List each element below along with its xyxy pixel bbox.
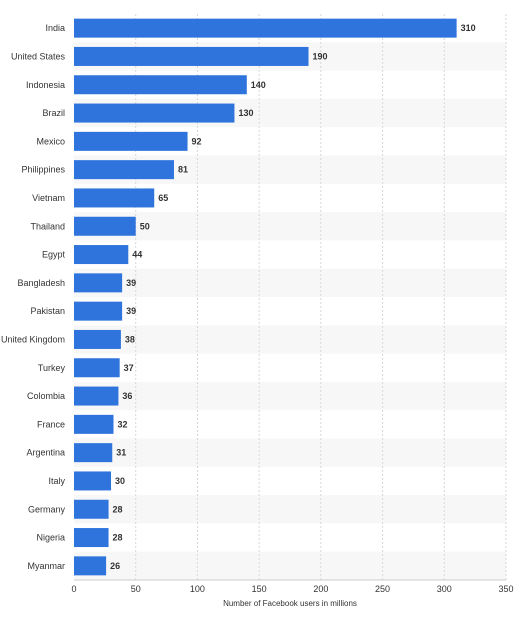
bar[interactable]	[74, 188, 155, 208]
bars	[74, 18, 457, 576]
value-label: 44	[132, 250, 142, 260]
x-tick-label: 0	[71, 584, 76, 594]
row-stripe	[74, 268, 506, 297]
x-tick-label: 100	[190, 584, 205, 594]
x-tick-label: 150	[252, 584, 267, 594]
bar[interactable]	[74, 443, 113, 463]
row-stripe	[74, 438, 506, 467]
category-label: France	[37, 419, 65, 429]
bar[interactable]	[74, 329, 121, 349]
category-label: Philippines	[21, 165, 65, 175]
value-label: 130	[238, 108, 253, 118]
value-label: 30	[115, 476, 125, 486]
bar[interactable]	[74, 46, 309, 66]
value-label: 39	[126, 306, 136, 316]
category-label: Argentina	[26, 448, 65, 458]
value-label: 28	[113, 504, 123, 514]
row-stripe	[74, 325, 506, 354]
row-stripes	[74, 42, 506, 580]
bar[interactable]	[74, 301, 123, 321]
category-label: Nigeria	[36, 533, 65, 543]
grid-lines	[74, 14, 507, 581]
category-label: Bangladesh	[17, 278, 65, 288]
bar[interactable]	[74, 18, 457, 38]
value-label: 140	[251, 80, 266, 90]
bar[interactable]	[74, 499, 109, 519]
x-tick-label: 250	[375, 584, 390, 594]
category-label: Turkey	[38, 363, 66, 373]
row-stripe	[74, 212, 506, 241]
value-label: 190	[313, 51, 328, 61]
category-label: Vietnam	[32, 193, 65, 203]
category-label: Thailand	[30, 221, 65, 231]
x-tick-labels: 0 50 100 150 200 250 300 350	[71, 584, 513, 594]
x-axis-title: Number of Facebook users in millions	[223, 599, 357, 608]
category-label: Indonesia	[26, 80, 65, 90]
category-label: Pakistan	[30, 306, 65, 316]
value-label: 26	[110, 561, 120, 571]
bar[interactable]	[74, 245, 129, 265]
category-label: Brazil	[42, 108, 65, 118]
x-tick-label: 200	[313, 584, 328, 594]
bar[interactable]	[74, 160, 174, 180]
row-stripe	[74, 381, 506, 411]
value-label: 92	[192, 136, 202, 146]
bar[interactable]	[74, 131, 188, 151]
value-label: 31	[116, 448, 126, 458]
value-label: 81	[178, 165, 188, 175]
category-label: Italy	[48, 476, 65, 486]
category-label: Colombia	[27, 391, 65, 401]
bar[interactable]	[74, 414, 114, 434]
bar[interactable]	[74, 528, 109, 548]
value-labels: 310 190 140 130 92 81 65 50 44 39 39 38 37 36 32 31 30 28…	[110, 23, 476, 571]
bar[interactable]	[74, 103, 235, 123]
value-label: 39	[126, 278, 136, 288]
bar[interactable]	[74, 273, 123, 293]
bar[interactable]	[74, 75, 247, 95]
bar[interactable]	[74, 556, 107, 576]
category-label: United Kingdom	[1, 334, 65, 344]
bar[interactable]	[74, 386, 119, 406]
category-labels: India United States Indonesia Brazil Mexico P…	[1, 23, 66, 571]
category-label: Egypt	[42, 250, 66, 260]
value-label: 310	[461, 23, 476, 33]
bar[interactable]	[74, 471, 112, 491]
bar[interactable]	[74, 216, 136, 236]
value-label: 50	[140, 221, 150, 231]
x-tick-label: 350	[498, 584, 513, 594]
x-tick-label: 300	[437, 584, 452, 594]
category-label: United States	[11, 51, 66, 61]
category-label: Germany	[28, 504, 66, 514]
value-label: 32	[117, 419, 127, 429]
x-tick-label: 50	[131, 584, 141, 594]
row-stripe	[74, 551, 506, 580]
category-label: Myanmar	[27, 561, 65, 571]
bar[interactable]	[74, 358, 120, 378]
value-label: 38	[125, 334, 135, 344]
value-label: 36	[122, 391, 132, 401]
category-label: India	[45, 23, 65, 33]
value-label: 28	[113, 533, 123, 543]
value-label: 65	[158, 193, 168, 203]
row-stripe	[74, 495, 506, 524]
value-label: 37	[124, 363, 134, 373]
category-label: Mexico	[36, 136, 65, 146]
